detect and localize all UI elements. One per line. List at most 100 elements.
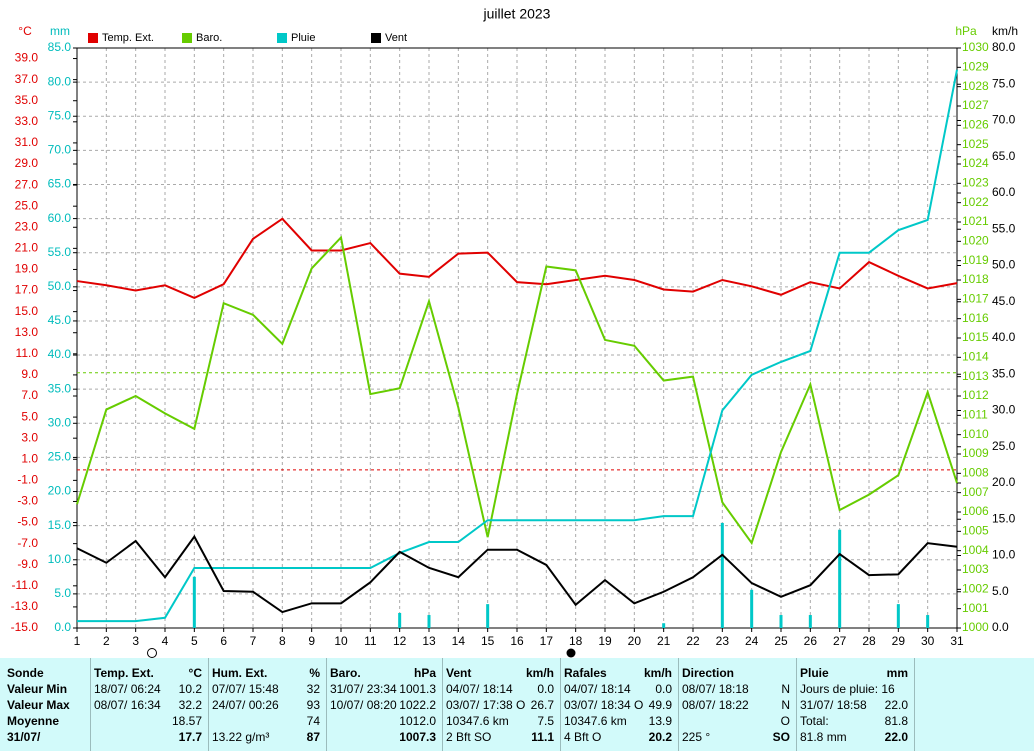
y-tick-label: 31.0 — [15, 135, 39, 149]
rain-bar — [398, 612, 402, 628]
y-tick-label: 45.0 — [992, 294, 1016, 308]
y-tick-label: 1027 — [962, 98, 989, 112]
table-cell: Pluie — [800, 666, 829, 680]
y-tick-label: 1010 — [962, 427, 989, 441]
y-tick-label: 60.0 — [992, 185, 1016, 199]
y-tick-label: 1025 — [962, 137, 989, 151]
y-tick-label: 10.0 — [992, 548, 1016, 562]
legend-label: Pluie — [291, 32, 315, 44]
y-tick-label: 1022 — [962, 195, 989, 209]
y-tick-label: 1030 — [962, 40, 989, 54]
y-tick-label: 40.0 — [992, 330, 1016, 344]
y-tick-label: 1017 — [962, 292, 989, 306]
column-separator — [442, 658, 443, 751]
x-tick-label: 10 — [334, 634, 348, 648]
y-tick-label: 3.0 — [21, 430, 38, 444]
table-cell: 225 ° — [682, 730, 711, 744]
x-tick-label: 5 — [191, 634, 198, 648]
x-tick-label: 27 — [833, 634, 847, 648]
y-tick-label: 15.0 — [15, 304, 39, 318]
y-tick-label: 70.0 — [48, 143, 72, 157]
x-tick-label: 7 — [250, 634, 257, 648]
y-tick-label: 1009 — [962, 446, 989, 460]
legend-swatch — [277, 33, 287, 43]
x-tick-label: 22 — [686, 634, 700, 648]
y-tick-label: -1.0 — [17, 473, 38, 487]
moon-icon — [566, 648, 576, 658]
x-tick-label: 11 — [364, 634, 377, 648]
table-cell: Total: — [800, 714, 829, 728]
table-cell: 10/07/ 08:20 — [330, 698, 397, 712]
table-cell: 0.0 — [655, 682, 672, 696]
rain-bar — [896, 604, 900, 628]
table-cell: 7.5 — [537, 714, 554, 728]
column-separator — [914, 658, 915, 751]
y-tick-label: -13.0 — [11, 599, 39, 613]
y-tick-label: 1003 — [962, 562, 989, 576]
x-tick-label: 21 — [657, 634, 671, 648]
series-line — [76, 534, 958, 614]
y-tick-label: 11.0 — [16, 346, 39, 360]
y-tick-label: 29.0 — [15, 156, 39, 170]
table-cell: hPa — [413, 666, 436, 680]
y-tick-label: 55.0 — [992, 221, 1016, 235]
legend-swatch — [182, 33, 192, 43]
table-cell: 1007.3 — [399, 730, 436, 744]
table-cell: 20.2 — [648, 730, 672, 744]
column-separator — [560, 658, 561, 751]
x-tick-label: 29 — [892, 634, 906, 648]
y-tick-label: 21.0 — [15, 241, 39, 255]
y-tick-label: 1023 — [962, 176, 989, 190]
y-tick-label: 39.0 — [15, 51, 39, 65]
y-tick-label: 1012 — [962, 388, 989, 402]
y-tick-label: 1028 — [962, 79, 989, 93]
y-tick-label: 45.0 — [48, 313, 72, 327]
table-cell: 87 — [306, 730, 320, 744]
x-tick-label: 9 — [308, 634, 315, 648]
y-tick-label: 35.0 — [992, 366, 1016, 380]
table-cell: 26.7 — [530, 698, 554, 712]
x-tick-label: 15 — [481, 634, 495, 648]
y-tick-label: 75.0 — [992, 76, 1016, 90]
rain-bar — [486, 604, 490, 628]
table-cell: 0.0 — [537, 682, 554, 696]
x-tick-label: 2 — [103, 634, 110, 648]
table-cell: 31/07/ 18:58 — [800, 698, 867, 712]
y-tick-label: 25.0 — [15, 198, 39, 212]
x-tick-label: 1 — [74, 634, 81, 648]
y-tick-label: 60.0 — [48, 211, 72, 225]
table-cell: Jours de pluie: 16 — [800, 682, 895, 696]
x-tick-label: 16 — [510, 634, 524, 648]
column-separator — [796, 658, 797, 751]
x-tick-label: 14 — [452, 634, 466, 648]
y-tick-label: 65.0 — [992, 149, 1016, 163]
legend-label: Baro. — [196, 32, 222, 44]
y-tick-label: 15.0 — [48, 518, 72, 532]
table-cell: 22.0 — [884, 698, 908, 712]
table-cell: N — [781, 682, 790, 696]
x-tick-label: 4 — [162, 634, 169, 648]
legend-label: Temp. Ext. — [102, 32, 154, 44]
y-tick-label: 1011 — [962, 408, 988, 422]
table-cell: 13.9 — [648, 714, 672, 728]
table-cell: °C — [188, 666, 202, 680]
y-tick-label: 13.0 — [15, 325, 39, 339]
y-tick-label: 75.0 — [48, 108, 72, 122]
y-tick-label: 1026 — [962, 118, 989, 132]
axis-unit: °C — [18, 24, 32, 38]
table-cell: 32 — [306, 682, 320, 696]
table-cell: km/h — [643, 666, 672, 680]
table-cell: 11.1 — [531, 730, 554, 744]
table-cell: 1022.2 — [399, 698, 436, 712]
y-tick-label: 55.0 — [48, 245, 72, 259]
table-cell: 49.9 — [648, 698, 672, 712]
y-tick-label: 17.0 — [15, 283, 39, 297]
table-cell: 17.7 — [178, 730, 202, 744]
table-cell: 04/07/ 18:14 — [446, 682, 513, 696]
y-tick-label: 20.0 — [48, 484, 72, 498]
y-tick-label: 7.0 — [21, 388, 38, 402]
column-separator — [208, 658, 209, 751]
table-cell: 81.8 mm — [800, 730, 847, 744]
table-cell: Temp. Ext. — [94, 666, 154, 680]
